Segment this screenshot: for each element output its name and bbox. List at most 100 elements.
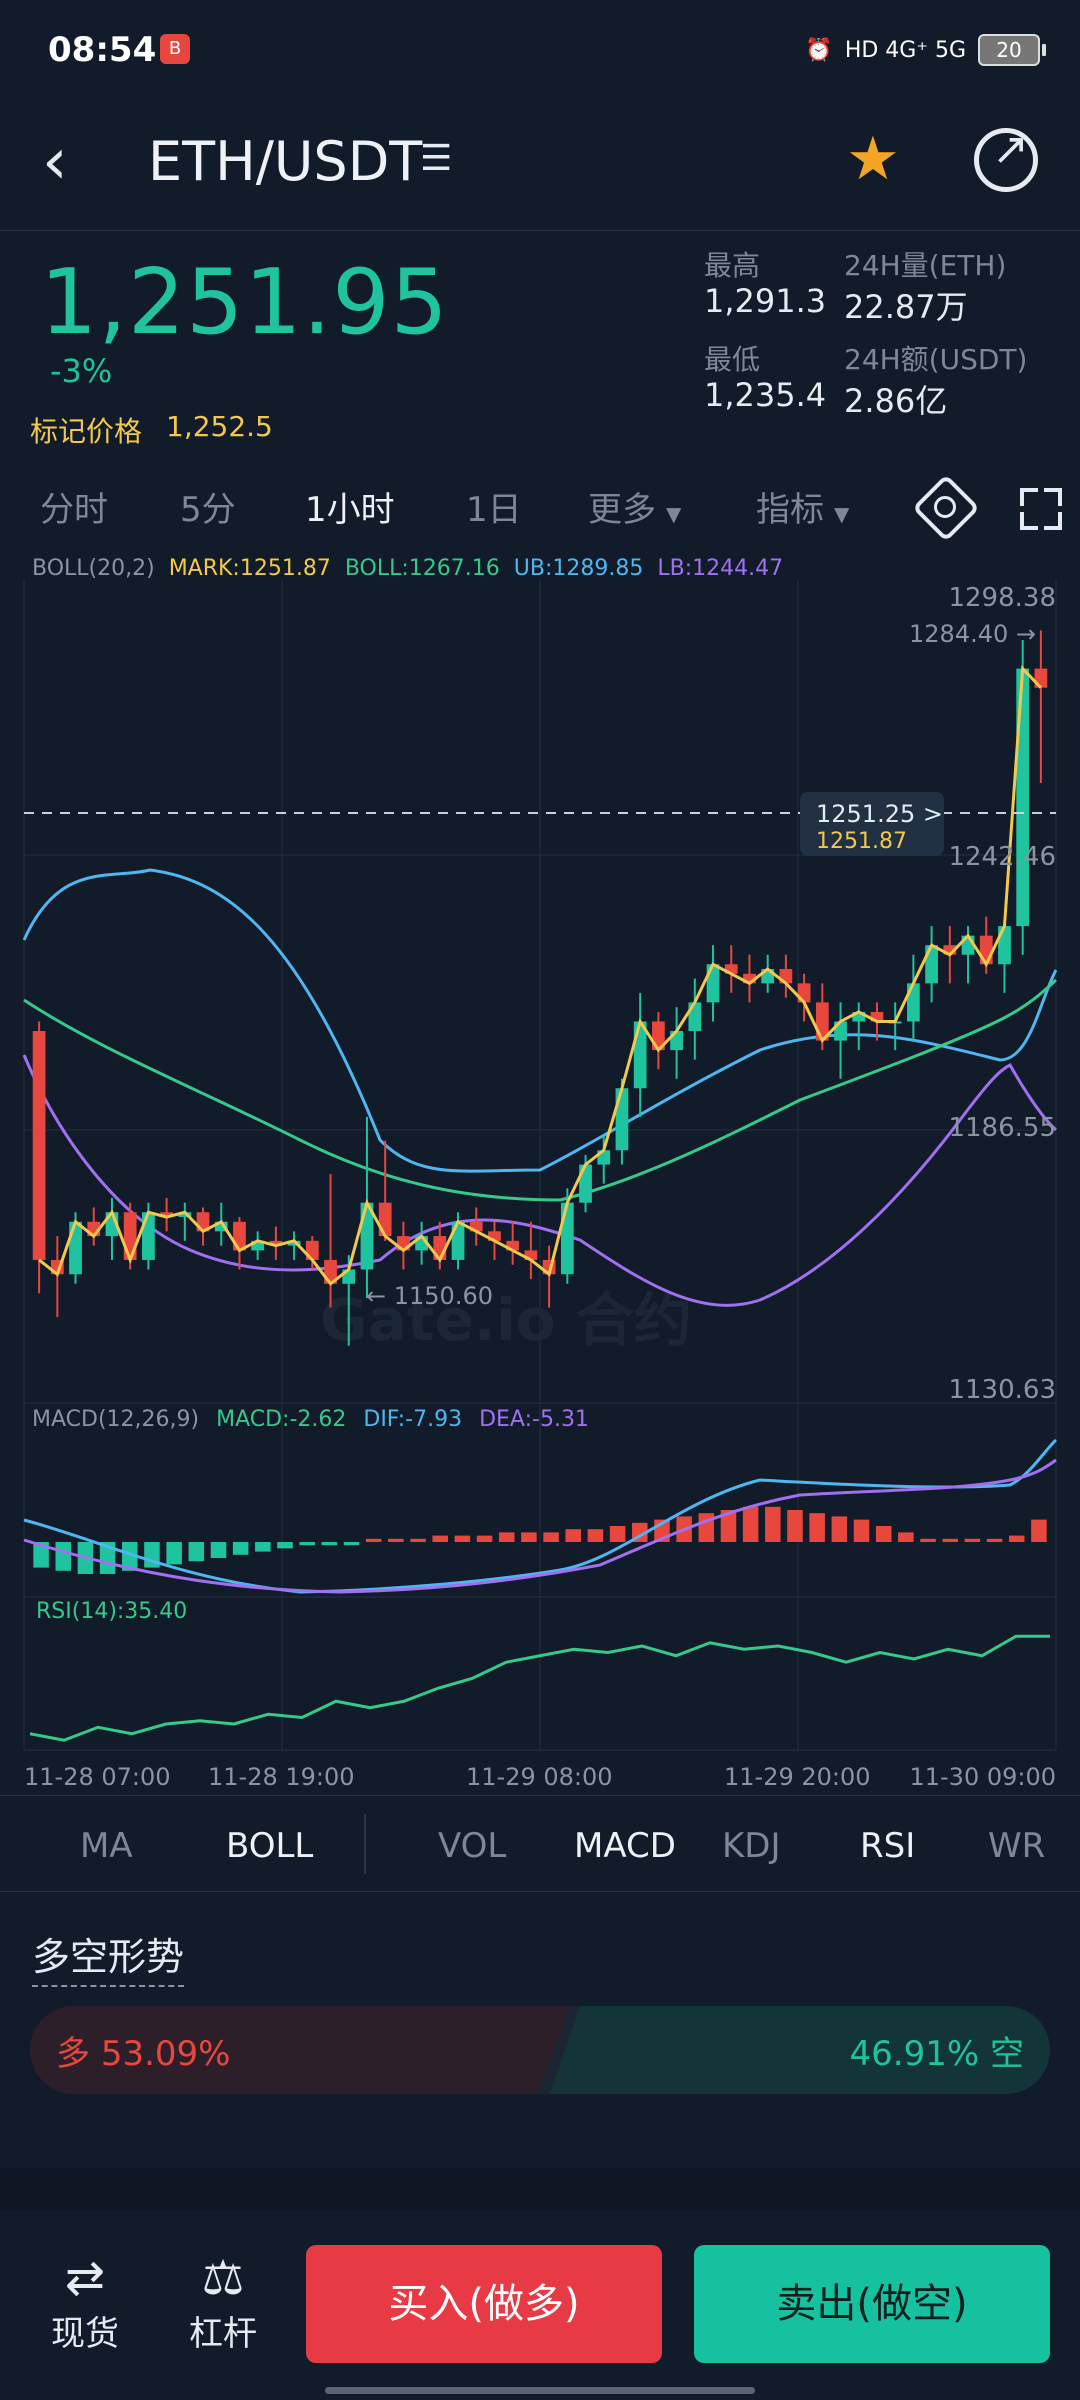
macd-bar [765,1506,781,1542]
app-notification-icon: B [160,34,190,64]
macd-bar [898,1532,914,1542]
low-value: 1,235.4 [704,376,827,414]
rsi-line [29,1634,1050,1742]
home-indicator[interactable] [325,2387,755,2394]
last-price-tag-text: 1251.25 > [816,800,943,828]
amount-value: 2.86亿 [844,382,948,420]
boll-mark: MARK:1251.87 [168,556,331,581]
buy-long-button[interactable]: 买入(做多) [306,2245,662,2363]
indicator-wr[interactable]: WR [988,1826,1046,1866]
last-price: 1,251.95 [40,250,449,355]
tab-5m[interactable]: 5分 [180,490,236,530]
macd-bar [831,1516,848,1542]
macd-bar [609,1526,626,1542]
spot-button[interactable]: ⇄ 现货 [50,2250,120,2355]
candle-body [378,1202,392,1237]
candle-body [943,945,957,955]
macd-bar [543,1532,559,1542]
macd-bar [964,1538,981,1542]
candle-body [269,1240,283,1246]
caret-down-icon: ▼ [834,502,850,526]
candles [32,630,1048,1346]
pair-title[interactable]: ETH/USDT [148,130,423,193]
long-short-title[interactable]: 多空形势 [32,1926,185,1987]
kline-chart[interactable]: Gate.io 合约 1251.25 > 1251.87 1298.38 124… [0,580,1080,1795]
macd-bar [565,1529,582,1542]
macd-bar [166,1542,182,1565]
macd-bar [498,1532,515,1542]
macd-bar [343,1542,360,1546]
chart-settings-icon-center [934,496,956,518]
tab-1d[interactable]: 1日 [466,490,522,530]
long-short-bar: 多 53.09% 46.91% 空 [30,2006,1050,2094]
macd-bar [920,1538,936,1542]
mark-price-label: 标记价格 [30,415,143,448]
timeframe-tabs: 分时 5分 1小时 1日 更多 ▼ 指标 ▼ [0,470,1080,540]
tab-timeshare[interactable]: 分时 [40,490,108,530]
rsi-legend: RSI(14):35.40 [36,1599,187,1624]
leverage-label: 杠杆 [189,2314,257,2354]
indicator-divider [364,1814,366,1874]
boll-ub: UB:1289.85 [513,556,644,581]
leverage-icon: ⚖ [201,2250,245,2306]
share-icon[interactable] [974,128,1038,192]
high-label: 最高 [704,249,761,282]
indicator-boll[interactable]: BOLL [226,1826,314,1866]
macd-bar [188,1542,205,1562]
macd-dif: DIF:-7.93 [363,1407,462,1432]
macd-bar [321,1542,338,1546]
indicator-ma[interactable]: MA [80,1826,133,1866]
boll-name: BOLL(20,2) [32,556,155,581]
macd-dif-line [23,1438,1058,1594]
tab-indicators[interactable]: 指标 ▼ [756,482,849,531]
macd-bar [521,1532,537,1542]
candle-body [724,964,738,974]
candle-body [123,1212,137,1260]
indicator-macd[interactable]: MACD [574,1826,676,1866]
x-tick-1: 11-28 19:00 [208,1763,355,1791]
spot-icon: ⇄ [64,2250,106,2306]
macd-bar [210,1542,227,1558]
tab-more[interactable]: 更多 ▼ [588,482,681,531]
menu-icon[interactable]: ☰ [420,138,453,179]
boll-mid-line [23,978,1058,1202]
sell-short-button[interactable]: 卖出(做空) [694,2245,1050,2363]
tab-1h[interactable]: 1小时 [305,490,395,530]
indicator-rsi[interactable]: RSI [860,1826,916,1866]
mark-price-tag-text: 1251.87 [816,829,907,854]
short-percent: 46.91% [849,2034,980,2074]
macd-dea: DEA:-5.31 [479,1407,589,1432]
candle-body [560,1202,574,1275]
candle-body [32,1031,46,1260]
long-ratio: 多 53.09% [56,2026,230,2075]
boll-mid: BOLL:1267.16 [344,556,500,581]
macd-bar [742,1506,759,1542]
macd-bar [232,1542,249,1555]
star-icon[interactable]: ★ [846,124,900,194]
candle-body [524,1250,538,1260]
macd-bar [587,1529,604,1542]
spot-label: 现货 [51,2314,119,2354]
back-arrow-icon[interactable]: ‹ [42,125,68,199]
candle-body [633,1021,647,1089]
macd-dea-line [23,1458,1057,1594]
macd-bar [986,1538,1003,1542]
short-segment [550,2006,1050,2094]
candle-body [178,1212,192,1218]
macd-bar [809,1513,825,1542]
indicator-selector: MA BOLL VOL MACD KDJ RSI WR [0,1795,1080,1892]
candle-body [579,1164,592,1203]
fullscreen-icon[interactable] [1016,484,1066,534]
macd-bar [476,1535,493,1542]
y-tick-3: 1186.55 [948,1113,1056,1143]
indicator-kdj[interactable]: KDJ [722,1826,781,1866]
volume-value: 22.87万 [844,288,968,326]
macd-histogram [33,1506,1047,1574]
macd-bar [853,1519,870,1542]
price-change: -3% [50,352,113,390]
macd-bar [454,1535,471,1542]
last-price-tag[interactable] [800,792,944,856]
indicator-vol[interactable]: VOL [438,1826,507,1866]
leverage-button[interactable]: ⚖ 杠杆 [188,2250,258,2355]
x-tick-0: 11-28 07:00 [24,1763,171,1791]
